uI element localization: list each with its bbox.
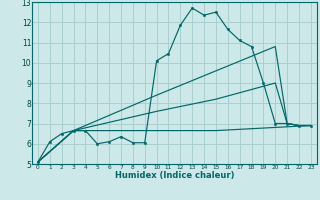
X-axis label: Humidex (Indice chaleur): Humidex (Indice chaleur) xyxy=(115,171,234,180)
